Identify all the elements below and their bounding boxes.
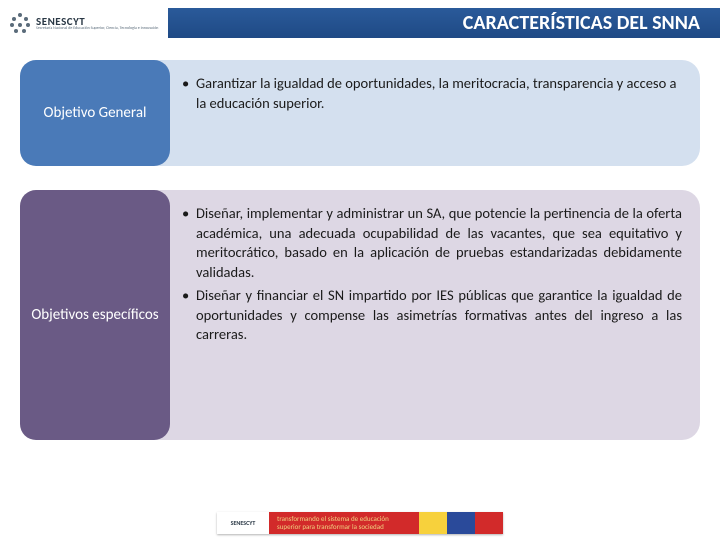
bullet-item: Garantizar la igualdad de oportunidades,… <box>182 74 682 113</box>
section-body: Garantizar la igualdad de oportunidades,… <box>132 60 700 166</box>
title-bar: CARACTERÍSTICAS DEL SNNA <box>168 8 720 38</box>
stripe-red <box>475 512 503 534</box>
stripe-yellow <box>419 512 447 534</box>
logo-text: SENESCYT Secretaría Nacional de Educació… <box>36 16 158 31</box>
bullet-item: Diseñar, implementar y administrar un SA… <box>182 204 682 282</box>
section-objetivo-general: Objetivo General Garantizar la igualdad … <box>20 60 700 166</box>
section-label: Objetivo General <box>20 60 170 166</box>
page-title: CARACTERÍSTICAS DEL SNNA <box>463 11 700 35</box>
section-label: Objetivos específicos <box>20 190 170 440</box>
header: SENESCYT Secretaría Nacional de Educació… <box>0 0 720 46</box>
footer-logo: SENESCYT <box>217 512 269 534</box>
content: Objetivo General Garantizar la igualdad … <box>0 46 720 474</box>
logo-name: SENESCYT <box>36 16 158 27</box>
logo-subtitle: Secretaría Nacional de Educación Superio… <box>36 27 158 31</box>
section-body: Diseñar, implementar y administrar un SA… <box>132 190 700 440</box>
bullet-item: Diseñar y financiar el SN impartido por … <box>182 286 682 345</box>
stripe-blue <box>447 512 475 534</box>
footer-banner: SENESCYT transformando el sistema de edu… <box>217 512 503 534</box>
footer-slogan: transformando el sistema de educación su… <box>269 512 419 534</box>
logo-dots-icon <box>8 11 32 35</box>
logo-area: SENESCYT Secretaría Nacional de Educació… <box>0 7 168 39</box>
section-objetivos-especificos: Objetivos específicos Diseñar, implement… <box>20 190 700 440</box>
